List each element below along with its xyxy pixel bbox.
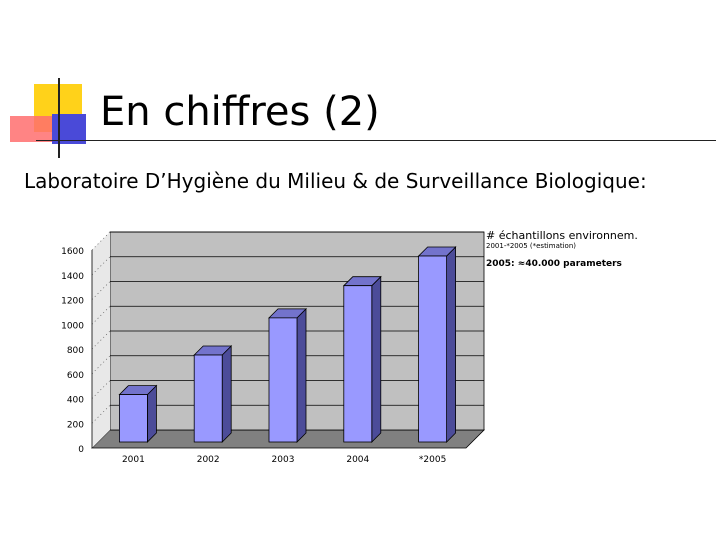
bar [119,394,148,443]
gridline-connector [91,330,111,350]
x-tick-label: *2005 [419,455,446,465]
annotation-parameters: 2005: ≈40.000 parameters [486,259,622,269]
bar-side [446,246,457,443]
bar-side [221,345,232,443]
bar [418,255,448,443]
annotation-range: 2001-*2005 (*estimation) [486,242,577,250]
y-tick-label: 1600 [61,247,84,257]
gridline-connector [91,355,111,374]
gridline-connector [91,256,111,275]
y-tick-label: 1400 [61,272,84,282]
bar [343,285,373,443]
annotation-samples: # échantillons environnem. [486,229,638,242]
gridline-connector [91,281,111,300]
x-tick-label: 2002 [197,455,220,465]
x-tick-label: 2004 [346,455,369,465]
x-tick-label: 2003 [272,455,295,465]
decor-square-red [10,116,54,142]
gridline-connector [91,405,111,424]
decor-square-blue [52,114,86,144]
bar [268,317,298,443]
slide-subtitle: Laboratoire D’Hygiène du Milieu & de Sur… [24,169,647,193]
bar-side [146,384,157,443]
slide-title: En chiffres (2) [100,89,380,135]
bar-side [371,275,382,443]
y-tick-label: 600 [67,371,84,381]
y-tick-label: 200 [67,420,84,430]
title-underline [36,140,716,141]
y-tick-label: 1200 [61,297,84,307]
y-tick-label: 0 [78,445,84,455]
gridline-connector [91,231,111,251]
bar-side [296,307,307,443]
decor-vertical-line [58,78,60,158]
gridline-connector [91,380,111,399]
y-tick-label: 1000 [61,321,84,331]
x-tick-label: 2001 [122,455,145,465]
bar [193,354,223,443]
y-tick-label: 800 [67,346,84,356]
y-tick-label: 400 [67,396,84,406]
gridline-connector [91,306,111,325]
